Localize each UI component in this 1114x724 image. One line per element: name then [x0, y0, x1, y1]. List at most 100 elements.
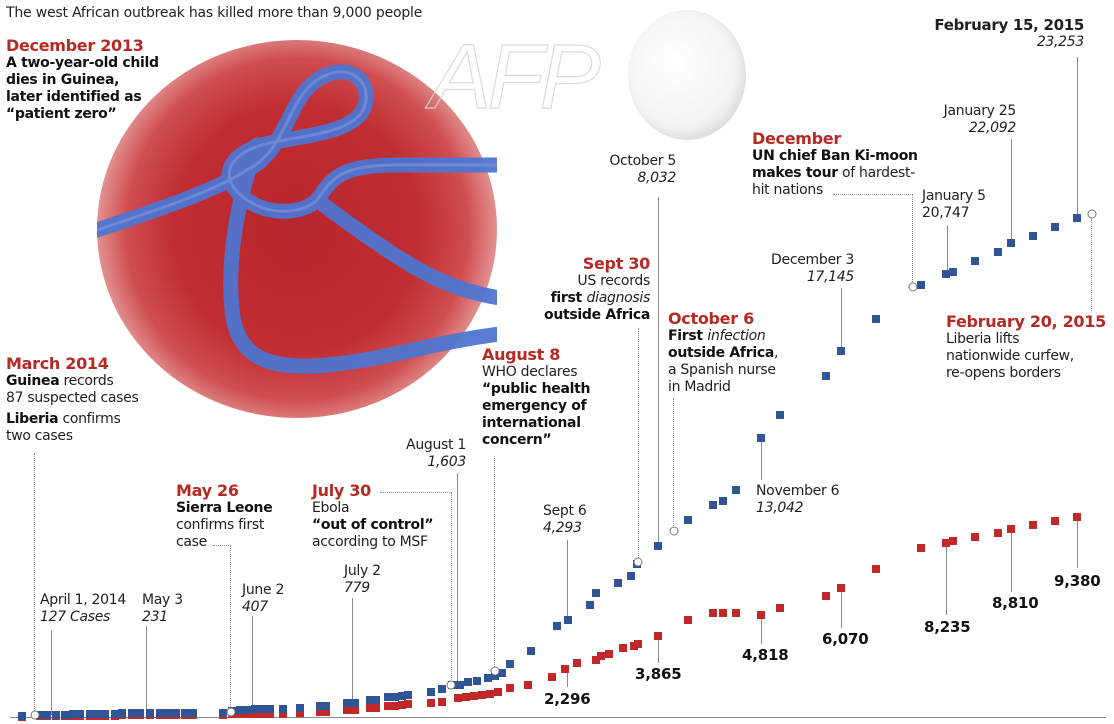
death-marker	[296, 709, 304, 717]
leader-december	[912, 194, 913, 286]
case-marker	[236, 706, 244, 714]
case-marker	[564, 616, 572, 624]
death-marker	[942, 539, 950, 547]
death-marker	[343, 706, 351, 714]
event-marker-july-30	[446, 680, 456, 690]
case-marker	[351, 699, 359, 707]
case-marker	[128, 709, 136, 717]
case-marker	[111, 710, 119, 718]
case-leader-may-3	[146, 626, 147, 714]
case-leader-april-1	[51, 630, 52, 715]
death-marker	[478, 691, 486, 699]
case-marker	[427, 688, 435, 696]
death-marker	[384, 702, 392, 710]
event-december-2013: December 2013 A two-year-old child dies …	[6, 36, 159, 123]
death-marker	[917, 544, 925, 552]
leader-october-6	[673, 398, 674, 530]
event-marker-sept-30	[633, 557, 643, 567]
case-marker	[266, 705, 274, 713]
case-marker	[732, 486, 740, 494]
death-leader-december-3	[841, 592, 842, 628]
virus-filament-icon	[89, 64, 525, 374]
death-marker	[398, 701, 406, 709]
death-leader-sept-6	[567, 673, 568, 687]
death-marker	[1029, 521, 1037, 529]
death-marker	[757, 611, 765, 619]
leader-december-h	[833, 194, 913, 195]
case-marker	[61, 711, 69, 719]
death-marker	[462, 693, 470, 701]
case-marker	[719, 497, 727, 505]
case-marker	[527, 647, 535, 655]
case-marker	[76, 710, 84, 718]
case-marker	[384, 693, 392, 701]
death-marker	[1051, 517, 1059, 525]
case-marker	[484, 674, 492, 682]
event-august-8: August 8 WHO declares “public health eme…	[482, 345, 591, 449]
event-october-6: October 6 First infection outside Africa…	[668, 309, 779, 396]
case-label-november-6: November 6 13,042	[756, 483, 840, 516]
death-marker	[654, 632, 662, 640]
death-label-january-25: 8,810	[992, 594, 1039, 612]
case-marker	[86, 710, 94, 718]
death-marker	[438, 698, 446, 706]
case-leader-november-6	[761, 440, 762, 480]
case-marker	[391, 693, 399, 701]
case-marker	[101, 710, 109, 718]
case-marker	[43, 711, 51, 719]
case-label-sept-6: Sept 6 4,293	[543, 503, 587, 536]
death-marker	[634, 640, 642, 648]
case-marker	[491, 672, 499, 680]
case-label-december-3: December 3 17,145	[771, 252, 854, 285]
case-label-january-5: January 5 20,747	[922, 188, 986, 221]
case-leader-august-1	[457, 473, 458, 682]
death-marker	[719, 609, 727, 617]
chart-subtitle: The west African outbreak has killed mor…	[6, 5, 423, 21]
case-marker	[942, 270, 950, 278]
case-marker	[464, 678, 472, 686]
case-marker	[614, 579, 622, 587]
case-label-july-2: July 2 779	[344, 563, 381, 596]
leader-may-26	[230, 545, 231, 711]
case-marker	[1073, 214, 1081, 222]
event-sept-30: Sept 30 US records first diagnosis outsi…	[544, 254, 650, 324]
death-marker	[524, 681, 532, 689]
case-marker	[776, 411, 784, 419]
death-marker	[427, 699, 435, 707]
leader-july-30-h	[380, 492, 452, 493]
event-marker-december	[908, 282, 918, 292]
case-marker	[684, 516, 692, 524]
death-marker	[351, 706, 359, 714]
case-leader-january-5	[947, 225, 948, 270]
afp-logo: AFP	[429, 25, 601, 128]
case-marker	[654, 542, 662, 550]
death-marker	[592, 656, 600, 664]
death-marker	[251, 710, 259, 718]
case-marker	[316, 702, 324, 710]
case-marker	[164, 709, 172, 717]
afp-logo-globe	[628, 10, 746, 140]
event-february-20-2015: February 20, 2015 Liberia lifts nationwi…	[946, 312, 1106, 382]
ebola-virus-image	[89, 40, 525, 418]
leader-february-20	[1091, 219, 1092, 311]
leader-march-2014	[34, 453, 35, 715]
case-marker	[18, 712, 26, 720]
case-label-october-5: October 5 8,032	[609, 153, 676, 186]
case-label-january-25: January 25 22,092	[943, 103, 1017, 136]
case-marker	[258, 705, 266, 713]
case-marker	[181, 709, 189, 717]
case-marker	[1051, 223, 1059, 231]
event-marker-october-6	[669, 526, 679, 536]
case-label-june-2: June 2 407	[242, 582, 285, 615]
case-marker	[343, 699, 351, 707]
case-marker	[456, 681, 464, 689]
case-leader-october-5	[658, 197, 659, 543]
case-marker	[837, 347, 845, 355]
case-marker	[52, 711, 60, 719]
case-marker	[118, 709, 126, 717]
case-marker	[627, 572, 635, 580]
case-marker	[136, 709, 144, 717]
death-marker	[949, 537, 957, 545]
death-marker	[684, 616, 692, 624]
case-label-august-1: August 1 1,603	[406, 437, 466, 470]
